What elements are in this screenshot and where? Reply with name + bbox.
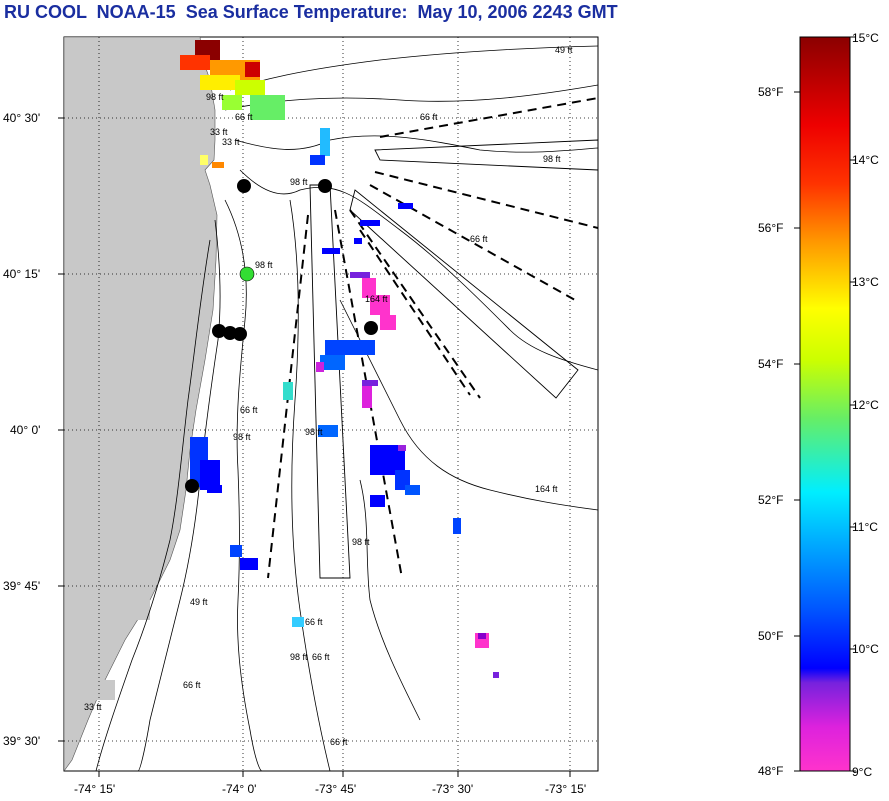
- colorbar-c-label: 9°C: [852, 765, 872, 779]
- colorbar-f-label: 58°F: [758, 85, 783, 99]
- contour-label: 98 ft: [233, 432, 251, 442]
- page-title: RU COOL NOAA-15 Sea Surface Temperature:…: [4, 2, 618, 22]
- lon-label: -73° 45': [315, 782, 356, 796]
- contour-label: 66 ft: [420, 112, 438, 122]
- colorbar-c-label: 13°C: [852, 275, 879, 289]
- contour-label: 98 ft: [255, 260, 273, 270]
- sst-pixels: [180, 40, 499, 678]
- colorbar-c-label: 14°C: [852, 153, 879, 167]
- lat-labels: 40° 30' 40° 15' 40° 0' 39° 45' 39° 30': [3, 111, 40, 748]
- lon-label: -73° 15': [545, 782, 586, 796]
- colorbar-f-label: 52°F: [758, 493, 783, 507]
- colorbar-c-label: 11°C: [852, 520, 878, 534]
- colorbar: 15°C 14°C 13°C 12°C 11°C 10°C 9°C 58°F 5…: [758, 31, 879, 779]
- station-marker: [364, 321, 378, 335]
- lat-label: 39° 30': [3, 734, 40, 748]
- station-marker-highlight: [239, 266, 255, 282]
- station-marker: [233, 327, 247, 341]
- colorbar-c-label: 10°C: [852, 642, 879, 656]
- contour-label: 33 ft: [222, 137, 240, 147]
- colorbar-f-label: 48°F: [758, 764, 783, 778]
- lon-label: -74° 15': [74, 782, 115, 796]
- colorbar-c-label: 15°C: [852, 31, 879, 45]
- contour-label: 98 ft: [543, 154, 561, 164]
- contour-label: 33 ft: [210, 127, 228, 137]
- station-marker: [212, 324, 226, 338]
- contour-label: 66 ft: [312, 652, 330, 662]
- dashed-boundaries: [267, 97, 598, 579]
- contour-label: 33 ft: [84, 702, 102, 712]
- grid-lines: [64, 37, 598, 771]
- lon-labels: -74° 15' -74° 0' -73° 45' -73° 30' -73° …: [74, 782, 586, 796]
- contour-label: 164 ft: [535, 484, 558, 494]
- lat-label: 40° 15': [3, 267, 40, 281]
- station-marker: [185, 479, 199, 493]
- lat-label: 39° 45': [3, 579, 40, 593]
- contour-label: 66 ft: [305, 617, 323, 627]
- station-marker: [318, 179, 332, 193]
- contour-label: 66 ft: [330, 737, 348, 747]
- lon-label: -74° 0': [222, 782, 256, 796]
- contour-label: 98 ft: [290, 177, 308, 187]
- contour-label: 98 ft: [290, 652, 308, 662]
- contour-label: 66 ft: [240, 405, 258, 415]
- colorbar-c-label: 12°C: [852, 398, 879, 412]
- station-markers: [185, 179, 378, 493]
- lat-label: 40° 30': [3, 111, 40, 125]
- colorbar-f-label: 54°F: [758, 357, 783, 371]
- colorbar-gradient: [799, 36, 851, 772]
- contour-label: 66 ft: [235, 112, 253, 122]
- contour-label: 98 ft: [305, 427, 323, 437]
- contour-label: 66 ft: [470, 234, 488, 244]
- contour-label: 164 ft: [365, 294, 388, 304]
- colorbar-f-label: 56°F: [758, 221, 783, 235]
- station-marker: [237, 179, 251, 193]
- contour-label: 49 ft: [555, 45, 573, 55]
- lat-label: 40° 0': [10, 423, 40, 437]
- contour-label: 98 ft: [352, 537, 370, 547]
- frame-ticks: [58, 117, 571, 777]
- contour-label: 98 ft: [206, 92, 224, 102]
- lon-label: -73° 30': [432, 782, 473, 796]
- contour-labels: 49 ft 66 ft 98 ft 98 ft 33 ft 98 ft 66 f…: [84, 45, 573, 747]
- contour-label: 49 ft: [190, 597, 208, 607]
- contour-label: 66 ft: [183, 680, 201, 690]
- colorbar-f-label: 50°F: [758, 629, 783, 643]
